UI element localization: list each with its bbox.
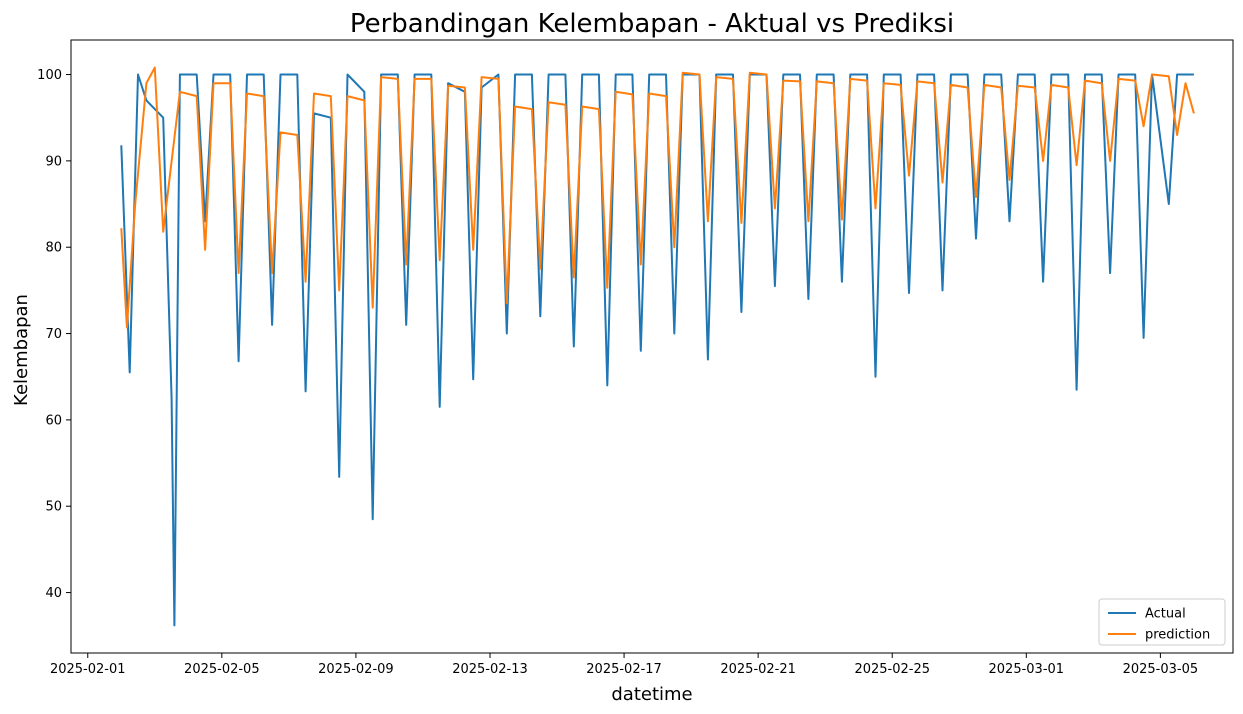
y-axis-label: Kelembapan <box>11 294 32 406</box>
x-tick-label: 2025-02-21 <box>720 662 796 677</box>
plot-area <box>70 39 1234 654</box>
y-tick-label: 80 <box>45 241 62 256</box>
y-axis: 40 50 60 70 80 90 100 <box>37 68 71 601</box>
x-tick-label: 2025-02-13 <box>452 662 528 677</box>
x-axis: 2025-02-01 2025-02-05 2025-02-09 2025-02-13… <box>50 653 1198 677</box>
y-tick-label: 50 <box>45 500 62 515</box>
x-tick-label: 2025-03-05 <box>1123 662 1199 677</box>
x-tick-label: 2025-03-01 <box>989 662 1065 677</box>
x-tick-label: 2025-02-09 <box>318 662 394 677</box>
y-tick-label: 60 <box>45 413 62 428</box>
x-axis-label: datetime <box>611 684 692 705</box>
plot-frame <box>70 39 1234 654</box>
x-tick-label: 2025-02-25 <box>854 662 930 677</box>
series-line-actual <box>120 73 1194 627</box>
y-tick-label: 40 <box>45 586 62 601</box>
series-layer <box>120 66 1195 627</box>
y-tick-label: 90 <box>45 154 62 169</box>
legend-label-actual: Actual <box>1145 607 1186 622</box>
y-tick-label: 100 <box>37 68 62 83</box>
legend: Actual prediction <box>1098 598 1226 646</box>
legend-label-prediction: prediction <box>1145 628 1210 643</box>
x-tick-label: 2025-02-05 <box>184 662 260 677</box>
x-tick-label: 2025-02-17 <box>586 662 662 677</box>
y-tick-label: 70 <box>45 327 62 342</box>
chart-title: Perbandingan Kelembapan - Aktual vs Pred… <box>350 9 954 39</box>
x-tick-label: 2025-02-01 <box>50 662 126 677</box>
series-line-prediction <box>120 66 1195 329</box>
